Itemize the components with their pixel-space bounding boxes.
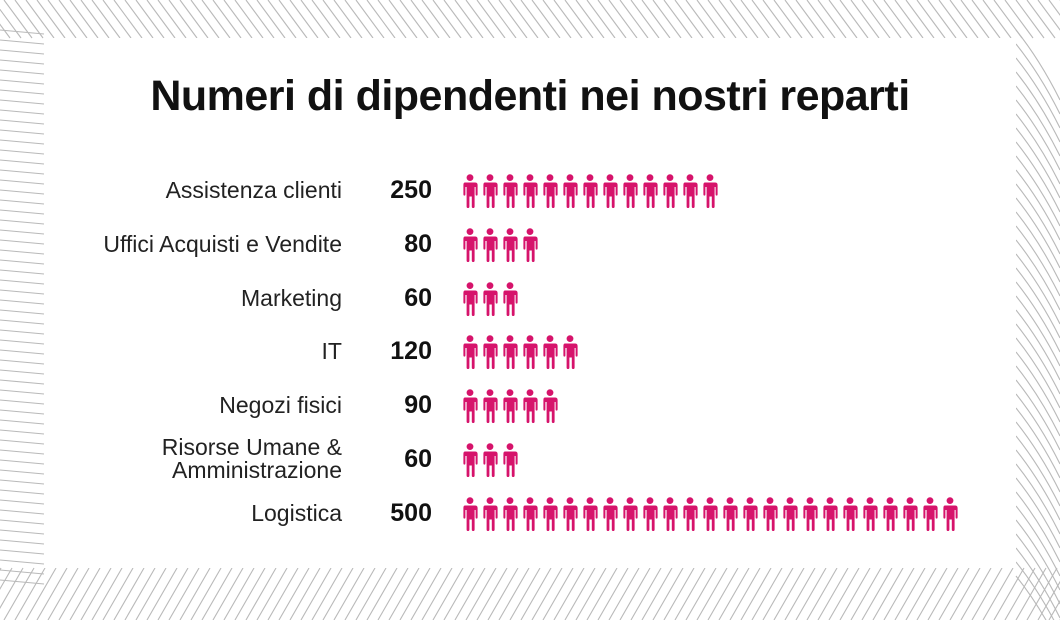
person-icon — [503, 282, 518, 316]
person-icon — [463, 443, 478, 477]
pictogram-row: Logistica 500 — [0, 488, 1060, 538]
person-icon — [483, 228, 498, 262]
icon-bar — [462, 497, 962, 531]
person-icon — [463, 335, 478, 369]
person-icon — [903, 497, 918, 531]
person-icon — [543, 497, 558, 531]
person-icon — [643, 497, 658, 531]
person-icon — [463, 497, 478, 531]
category-label: Logistica — [251, 499, 342, 526]
person-icon — [483, 497, 498, 531]
pictogram-row: Uffici Acquisti e Vendite 80 — [0, 219, 1060, 269]
person-icon — [563, 174, 578, 208]
icon-bar — [462, 335, 582, 369]
person-icon — [523, 335, 538, 369]
value-label: 120 — [390, 336, 432, 365]
person-icon — [483, 443, 498, 477]
pictogram-row: IT 120 — [0, 326, 1060, 376]
person-icon — [783, 497, 798, 531]
value-label: 60 — [404, 283, 432, 312]
pictogram-row: Risorse Umane & Amministrazione 60 — [0, 434, 1060, 484]
person-icon — [463, 389, 478, 423]
person-icon — [563, 335, 578, 369]
person-icon — [503, 443, 518, 477]
person-icon — [683, 174, 698, 208]
pictogram-row: Negozi fisici 90 — [0, 380, 1060, 430]
person-icon — [743, 497, 758, 531]
person-icon — [603, 497, 618, 531]
person-icon — [703, 497, 718, 531]
value-label: 80 — [404, 229, 432, 258]
category-label: Uffici Acquisti e Vendite — [103, 230, 342, 257]
category-label: IT — [321, 337, 342, 364]
person-icon — [863, 497, 878, 531]
person-icon — [463, 228, 478, 262]
icon-bar — [462, 443, 522, 477]
person-icon — [503, 497, 518, 531]
chart-panel — [44, 38, 1016, 568]
person-icon — [643, 174, 658, 208]
person-icon — [543, 389, 558, 423]
value-label: 500 — [390, 498, 432, 527]
category-label: Assistenza clienti — [165, 176, 342, 203]
person-icon — [523, 228, 538, 262]
person-icon — [663, 497, 678, 531]
person-icon — [803, 497, 818, 531]
person-icon — [483, 282, 498, 316]
person-icon — [943, 497, 958, 531]
icon-bar — [462, 174, 722, 208]
person-icon — [503, 174, 518, 208]
person-icon — [823, 497, 838, 531]
category-label: Marketing — [241, 284, 342, 311]
value-label: 250 — [390, 175, 432, 204]
person-icon — [703, 174, 718, 208]
person-icon — [523, 389, 538, 423]
icon-bar — [462, 282, 522, 316]
person-icon — [483, 335, 498, 369]
person-icon — [663, 174, 678, 208]
person-icon — [923, 497, 938, 531]
person-icon — [683, 497, 698, 531]
person-icon — [583, 497, 598, 531]
person-icon — [583, 174, 598, 208]
person-icon — [463, 282, 478, 316]
category-label: Negozi fisici — [219, 391, 342, 418]
person-icon — [543, 174, 558, 208]
person-icon — [523, 174, 538, 208]
person-icon — [503, 228, 518, 262]
person-icon — [723, 497, 738, 531]
pictogram-row: Assistenza clienti 250 — [0, 165, 1060, 215]
person-icon — [483, 174, 498, 208]
person-icon — [623, 497, 638, 531]
person-icon — [623, 174, 638, 208]
person-icon — [463, 174, 478, 208]
pictogram-row: Marketing 60 — [0, 273, 1060, 323]
person-icon — [503, 389, 518, 423]
person-icon — [563, 497, 578, 531]
person-icon — [843, 497, 858, 531]
person-icon — [763, 497, 778, 531]
person-icon — [883, 497, 898, 531]
chart-title: Numeri di dipendenti nei nostri reparti — [150, 72, 910, 120]
icon-bar — [462, 228, 542, 262]
person-icon — [603, 174, 618, 208]
person-icon — [483, 389, 498, 423]
category-label: Risorse Umane & Amministrazione — [161, 434, 342, 483]
person-icon — [503, 335, 518, 369]
icon-bar — [462, 389, 562, 423]
person-icon — [523, 497, 538, 531]
person-icon — [543, 335, 558, 369]
value-label: 90 — [404, 390, 432, 419]
value-label: 60 — [404, 444, 432, 473]
